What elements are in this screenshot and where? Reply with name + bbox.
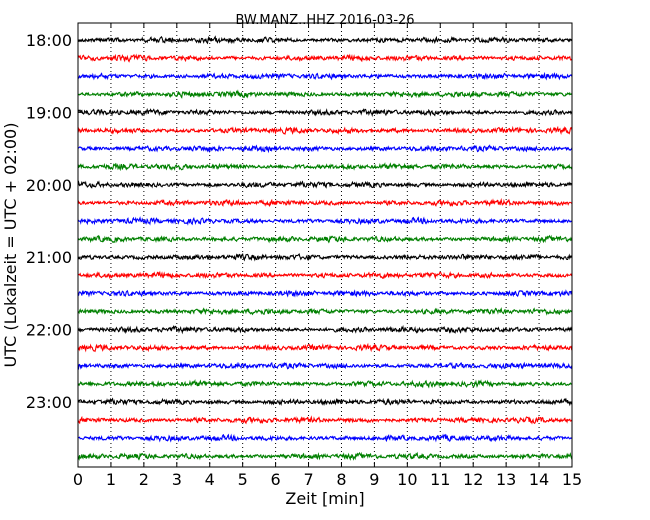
y-tick-label: 23:00 xyxy=(26,393,72,412)
seismic-trace xyxy=(77,53,573,63)
y-tick-label: 22:00 xyxy=(26,321,72,340)
x-tick-label: 1 xyxy=(106,470,116,489)
y-tick-label: 21:00 xyxy=(26,248,72,267)
seismic-trace xyxy=(77,35,573,45)
seismic-trace xyxy=(77,379,573,389)
x-tick-label: 6 xyxy=(271,470,281,489)
seismic-trace xyxy=(77,433,573,443)
seismic-trace xyxy=(77,307,573,316)
x-tick-label: 7 xyxy=(303,470,313,489)
seismic-trace xyxy=(77,397,573,407)
seismic-trace xyxy=(77,144,573,154)
seismic-trace xyxy=(77,125,573,135)
seismic-trace xyxy=(77,180,573,189)
y-axis-label: UTC (Lokalzeit = UTC + 02:00) xyxy=(1,123,20,368)
x-tick-label: 11 xyxy=(430,470,450,489)
x-tick-label: 12 xyxy=(463,470,483,489)
seismic-trace xyxy=(77,361,573,370)
x-tick-label: 10 xyxy=(397,470,417,489)
seismic-trace xyxy=(77,162,573,172)
seismic-trace xyxy=(77,415,573,425)
trace-group xyxy=(77,35,573,461)
seismic-trace xyxy=(77,253,573,262)
x-tick-label: 5 xyxy=(238,470,248,489)
x-tick-label: 4 xyxy=(205,470,215,489)
seismic-trace xyxy=(77,324,573,335)
x-tick-label: 13 xyxy=(496,470,516,489)
axis-ticks: 0 1 2 3 4 5 6 7 8 9 10 11 12 13 14 1518:0019:0020:0021:… xyxy=(26,23,582,489)
y-tick-label: 18:00 xyxy=(26,31,72,50)
seismic-trace xyxy=(77,451,573,461)
seismic-trace xyxy=(77,234,573,244)
x-tick-label: 3 xyxy=(172,470,182,489)
seismic-trace xyxy=(77,342,573,353)
chart-title: BW.MANZ..HHZ 2016-03-26 xyxy=(235,13,414,28)
x-tick-label: 8 xyxy=(336,470,346,489)
seismic-trace xyxy=(77,289,573,298)
x-tick-label: 9 xyxy=(369,470,379,489)
y-tick-label: 19:00 xyxy=(26,103,72,122)
seismic-trace xyxy=(77,270,573,280)
x-tick-label: 14 xyxy=(529,470,549,489)
y-tick-label: 20:00 xyxy=(26,176,72,195)
seismic-trace xyxy=(77,107,573,118)
seismic-trace xyxy=(77,89,573,99)
seismic-trace xyxy=(77,197,573,207)
x-tick-label: 15 xyxy=(562,470,582,489)
x-tick-label: 0 xyxy=(73,470,83,489)
x-tick-label: 2 xyxy=(139,470,149,489)
seismic-trace xyxy=(77,71,573,81)
seismic-trace xyxy=(77,216,573,226)
x-axis-label: Zeit [min] xyxy=(285,489,364,508)
plot-frame xyxy=(77,22,573,468)
